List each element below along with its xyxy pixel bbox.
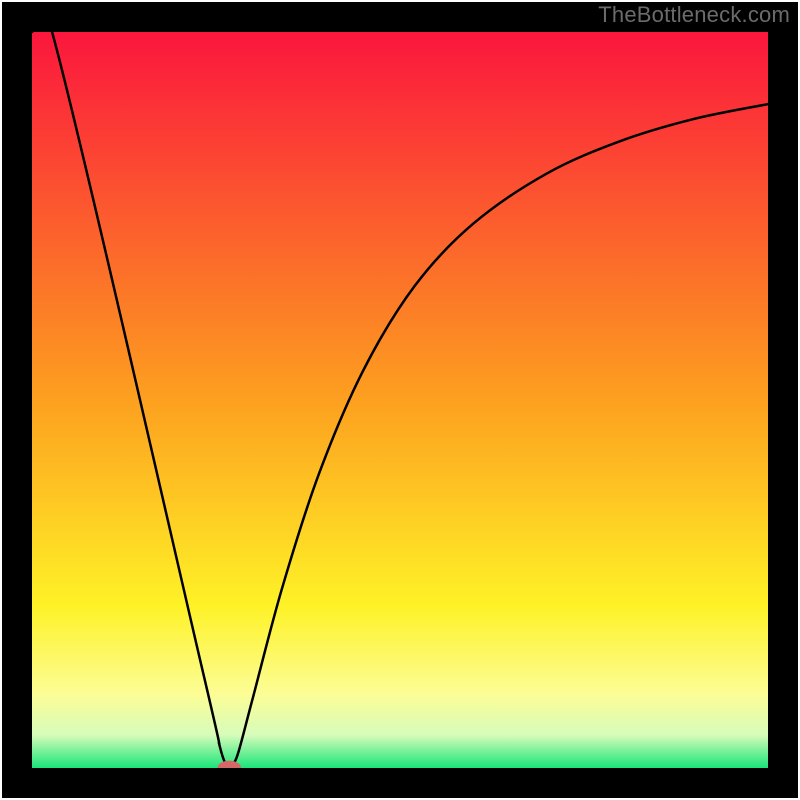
bottleneck-plot	[0, 0, 800, 800]
gradient-background	[32, 32, 768, 768]
stage: TheBottleneck.com	[0, 0, 800, 800]
watermark-text: TheBottleneck.com	[598, 2, 790, 28]
